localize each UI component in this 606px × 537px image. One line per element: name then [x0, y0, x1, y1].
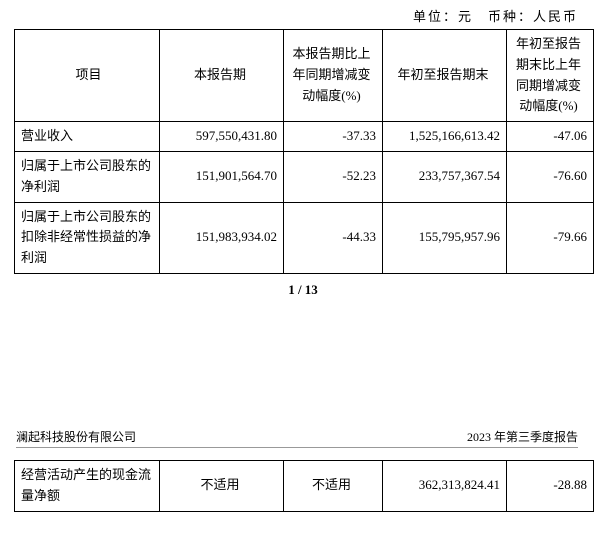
cell-item: 归属于上市公司股东的扣除非经常性损益的净利润	[15, 202, 160, 273]
financial-table-2: 经营活动产生的现金流量净额 不适用 不适用 362,313,824.41 -28…	[14, 460, 594, 512]
cell-value: 151,983,934.02	[160, 202, 284, 273]
cell-value: -37.33	[284, 122, 383, 152]
cell-value: -28.88	[507, 460, 594, 511]
header-yoy-change: 本报告期比上年同期增减变动幅度(%)	[284, 30, 383, 122]
cell-value: -44.33	[284, 202, 383, 273]
table-row: 经营活动产生的现金流量净额 不适用 不适用 362,313,824.41 -28…	[15, 460, 594, 511]
table-row: 归属于上市公司股东的净利润 151,901,564.70 -52.23 233,…	[15, 151, 594, 202]
cell-value: 1,525,166,613.42	[383, 122, 507, 152]
page-footer: 澜起科技股份有限公司 2023 年第三季度报告	[16, 428, 578, 448]
table-row: 归属于上市公司股东的扣除非经常性损益的净利润 151,983,934.02 -4…	[15, 202, 594, 273]
unit-currency-line: 单位：元 币种：人民币	[0, 0, 606, 25]
cell-value: 155,795,957.96	[383, 202, 507, 273]
cell-value: 不适用	[284, 460, 383, 511]
cell-item: 营业收入	[15, 122, 160, 152]
table-header-row: 项目 本报告期 本报告期比上年同期增减变动幅度(%) 年初至报告期末 年初至报告…	[15, 30, 594, 122]
cell-value: 597,550,431.80	[160, 122, 284, 152]
cell-item: 经营活动产生的现金流量净额	[15, 460, 160, 511]
header-ytd: 年初至报告期末	[383, 30, 507, 122]
cell-value: -79.66	[507, 202, 594, 273]
header-ytd-yoy: 年初至报告期末比上年同期增减变动幅度(%)	[507, 30, 594, 122]
cell-value: 362,313,824.41	[383, 460, 507, 511]
financial-table-1: 项目 本报告期 本报告期比上年同期增减变动幅度(%) 年初至报告期末 年初至报告…	[14, 29, 594, 274]
header-item: 项目	[15, 30, 160, 122]
cell-value: 233,757,367.54	[383, 151, 507, 202]
cell-value: -76.60	[507, 151, 594, 202]
cell-value: 151,901,564.70	[160, 151, 284, 202]
header-current-period: 本报告期	[160, 30, 284, 122]
cell-value: -52.23	[284, 151, 383, 202]
page-gap	[0, 298, 606, 428]
page-indicator: 1 / 13	[0, 282, 606, 298]
cell-value: 不适用	[160, 460, 284, 511]
table-row: 营业收入 597,550,431.80 -37.33 1,525,166,613…	[15, 122, 594, 152]
footer-report-title: 2023 年第三季度报告	[467, 428, 578, 445]
footer-company: 澜起科技股份有限公司	[16, 428, 136, 445]
cell-item: 归属于上市公司股东的净利润	[15, 151, 160, 202]
cell-value: -47.06	[507, 122, 594, 152]
